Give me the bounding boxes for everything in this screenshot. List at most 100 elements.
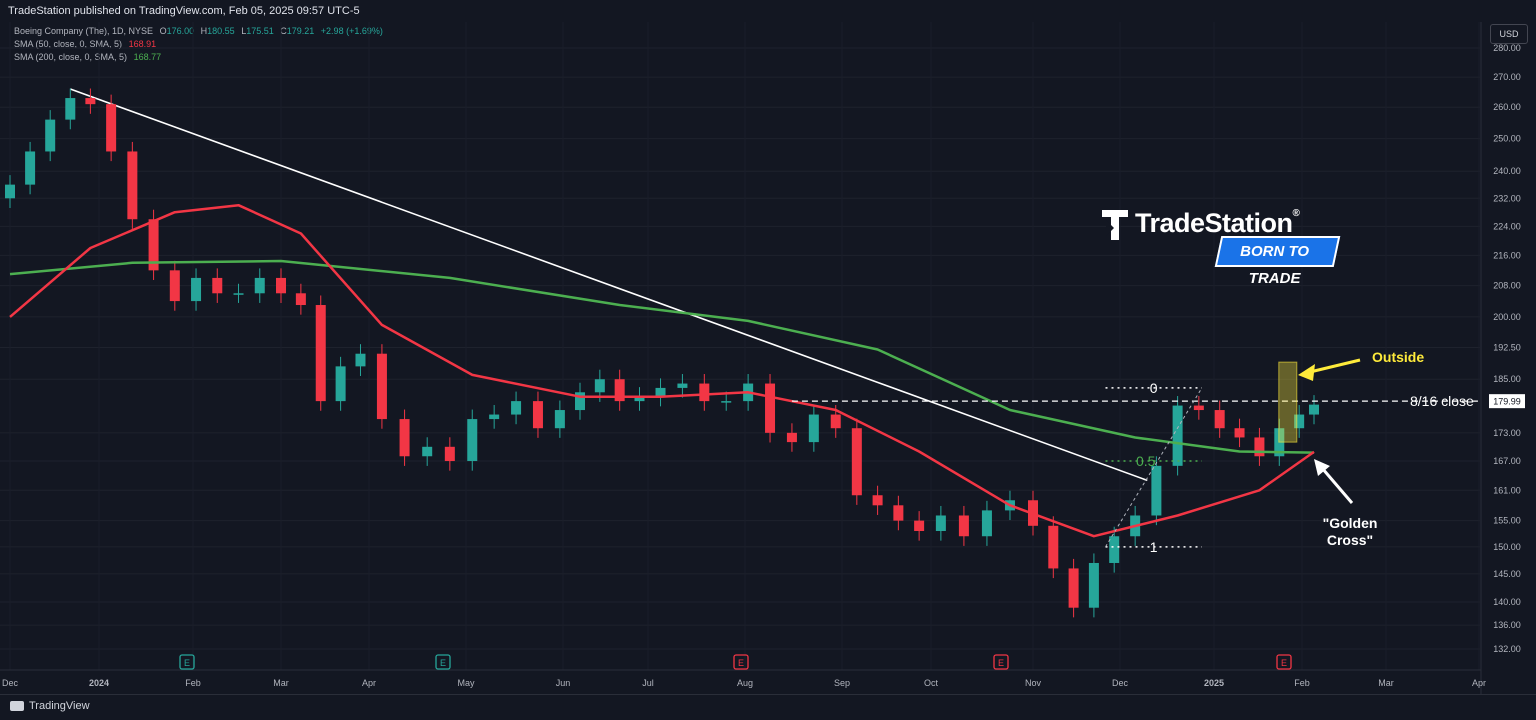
- price-tick-label: 240.00: [1493, 166, 1521, 176]
- candle-body: [935, 515, 946, 532]
- legend-sma200-row[interactable]: SMA (200, close, 0, SMA, 5) 168.77: [14, 51, 383, 64]
- price-tick-label: 136.00: [1493, 620, 1521, 630]
- candle-body: [254, 277, 265, 294]
- candle-body: [106, 104, 117, 152]
- outside-label: Outside: [1372, 349, 1424, 365]
- legend-l-label: L: [241, 26, 247, 36]
- earnings-marker-label: E: [440, 658, 446, 668]
- candle-body: [315, 305, 326, 402]
- candle-body: [376, 353, 387, 420]
- candle-body: [1151, 465, 1162, 516]
- legend-sma50-value: 168.91: [128, 39, 157, 49]
- time-tick-label: May: [457, 678, 475, 688]
- legend-sma50-row[interactable]: SMA (50, close, 0, SMA, 5) 168.91: [14, 38, 383, 51]
- fib-level-label: 1: [1150, 539, 1158, 555]
- earnings-marker-label: E: [738, 658, 744, 668]
- price-tick-label: 200.00: [1493, 312, 1521, 322]
- candle-body: [467, 419, 478, 462]
- earnings-marker-label: E: [184, 658, 190, 668]
- candle-body: [1294, 414, 1305, 429]
- price-tick-label: 132.00: [1493, 644, 1521, 654]
- time-tick-label: Dec: [2, 678, 19, 688]
- tagline-badge: BORN TO TRADE: [1214, 236, 1341, 287]
- candle-body: [914, 520, 925, 532]
- time-tick-label: Mar: [1378, 678, 1394, 688]
- legend-o-label: O: [159, 26, 167, 36]
- earnings-marker-label: E: [998, 658, 1004, 668]
- outside-arrow-head: [1298, 364, 1315, 381]
- tradestation-logo-icon: [1100, 208, 1130, 247]
- candle-body: [148, 219, 159, 271]
- candle-body: [65, 98, 76, 120]
- last-price-label: 179.99: [1493, 397, 1521, 407]
- legend-open: 176.00: [166, 26, 195, 36]
- price-tick-label: 224.00: [1493, 221, 1521, 231]
- chart-legend: Boeing Company (The), 1D, NYSE O176.00 H…: [14, 25, 383, 64]
- tradingview-brand[interactable]: TradingView: [10, 700, 90, 712]
- close-level-label: 8/16 close: [1410, 393, 1474, 409]
- time-tick-label: Nov: [1025, 678, 1042, 688]
- price-tick-label: 140.00: [1493, 597, 1521, 607]
- time-tick-label: Sep: [834, 678, 850, 688]
- candle-body: [1193, 405, 1204, 411]
- candle-body: [45, 119, 56, 152]
- candle-body: [212, 277, 223, 294]
- legend-sma50-label: SMA (50, close, 0, SMA, 5): [14, 39, 123, 49]
- time-tick-label: 2024: [89, 678, 109, 688]
- price-tick-label: 250.00: [1493, 134, 1521, 144]
- time-tick-label: Jul: [642, 678, 654, 688]
- candle-body: [1214, 410, 1225, 429]
- candle-body: [276, 277, 286, 294]
- candle-body: [489, 414, 500, 420]
- legend-close: 179.21: [286, 26, 315, 36]
- tagline-text: BORN TO TRADE: [1240, 243, 1310, 287]
- price-tick-label: 167.00: [1493, 456, 1521, 466]
- time-tick-label: 2025: [1204, 678, 1224, 688]
- legend-low: 175.51: [246, 26, 274, 36]
- candle-body: [1234, 428, 1245, 438]
- candle-body: [1172, 405, 1183, 466]
- legend-symbol[interactable]: Boeing Company (The), 1D, NYSE: [14, 26, 154, 36]
- earnings-marker-box: [1276, 654, 1292, 670]
- legend-c-label: C: [280, 26, 287, 36]
- earnings-marker-box: [993, 654, 1009, 670]
- earnings-marker-box: [435, 654, 451, 670]
- price-tick-label: 208.00: [1493, 281, 1521, 291]
- footer-bar: TradingView: [0, 694, 1536, 720]
- candle-body: [1048, 525, 1059, 569]
- time-axis[interactable]: Dec 2024 Feb Mar Apr May Jun Jul Aug Sep Oct Nov Dec…: [0, 669, 1486, 688]
- tradingview-logo-icon: [10, 701, 24, 712]
- price-tick-label: 260.00: [1493, 102, 1521, 112]
- last-price-tag: [1489, 394, 1525, 409]
- price-tick-label: 173.00: [1493, 428, 1521, 438]
- legend-h-label: H: [200, 26, 208, 36]
- time-tick-label: Aug: [737, 678, 753, 688]
- time-tick-label: Jun: [556, 678, 571, 688]
- candle-body: [851, 428, 862, 496]
- price-tick-label: 161.00: [1493, 485, 1521, 495]
- time-tick-label: Apr: [362, 678, 376, 688]
- candle-body: [554, 410, 565, 429]
- earnings-marker-label: E: [1281, 658, 1287, 668]
- price-axis[interactable]: 280.00 270.00 260.00 250.00 240.00 232.00 224.…: [1480, 22, 1525, 694]
- legend-sma200-label: SMA (200, close, 0, SMA, 5): [14, 52, 128, 62]
- candle-body: [721, 401, 732, 403]
- candle-body: [594, 379, 605, 393]
- price-tick-label: 232.00: [1493, 193, 1521, 203]
- candle-body: [634, 396, 645, 402]
- time-tick-label: Feb: [1294, 678, 1310, 688]
- time-tick-label: Mar: [273, 678, 289, 688]
- earnings-marker-box: [733, 654, 749, 670]
- candle-body: [191, 277, 202, 302]
- fib-level-label: 0.5: [1136, 453, 1156, 469]
- candle-body: [872, 495, 883, 506]
- candle-body: [511, 401, 522, 415]
- trendline: [70, 88, 1148, 482]
- currency-button[interactable]: USD: [1490, 24, 1528, 44]
- candle-body: [169, 270, 180, 302]
- candle-body: [1309, 404, 1319, 415]
- candle-body: [958, 515, 969, 537]
- trendline-layer: [70, 88, 1148, 482]
